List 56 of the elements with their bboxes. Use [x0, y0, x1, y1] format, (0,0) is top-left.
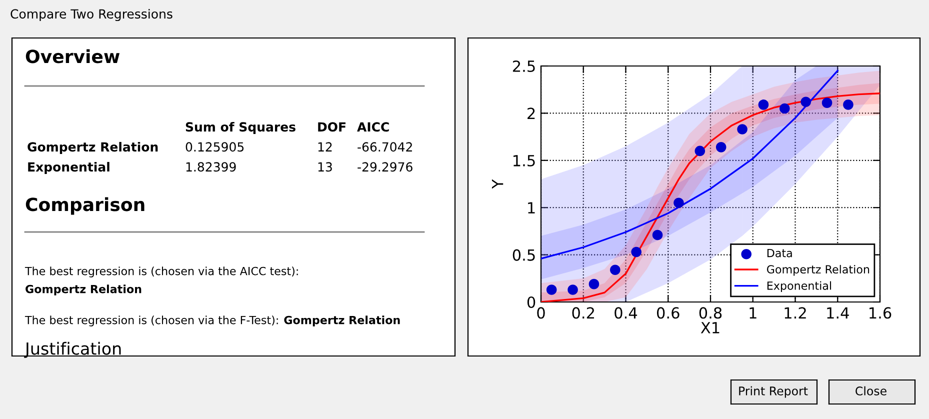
point	[758, 100, 769, 110]
text: Gompertz Relation	[26, 284, 142, 296]
x-tick-label: 1.4	[827, 307, 849, 318]
point	[800, 96, 811, 108]
point	[652, 230, 663, 240]
legend-label: Gompertz Relation	[766, 264, 870, 276]
point	[716, 142, 726, 152]
y-tick-label: 0.5	[512, 249, 535, 261]
point	[780, 103, 790, 114]
x-tick-label: 0.2	[572, 307, 594, 319]
text: The best regression is (chosen via the F-Test):	[24, 316, 278, 326]
point	[631, 246, 642, 258]
point	[610, 264, 620, 276]
text: -29.2976	[358, 162, 412, 172]
text: Gompertz Relation	[28, 142, 158, 154]
text: Print Report	[739, 386, 808, 398]
text: Overview	[26, 49, 120, 64]
text: 0.125905	[186, 142, 244, 152]
text: Compare Two Regressions	[10, 8, 172, 22]
legend-label: Exponential	[767, 281, 832, 292]
point	[843, 100, 854, 110]
x-tick-label: 1	[750, 307, 756, 318]
legend-label: Data	[767, 248, 792, 258]
text: 12	[318, 142, 332, 152]
x-tick-label: 0.8	[699, 307, 722, 319]
x-tick-label: 0.4	[614, 307, 638, 319]
x-tick-label: 0	[537, 307, 545, 319]
text: Gompertz Relation	[284, 316, 400, 326]
y-tick-label: 2	[528, 108, 535, 120]
text: -66.7042	[358, 142, 412, 152]
point	[694, 146, 706, 156]
text: AICC	[357, 122, 389, 132]
text: Exponential	[28, 162, 110, 174]
y-tick-label: 0	[527, 296, 536, 308]
point	[737, 124, 748, 134]
x-tick-label: 0.6	[656, 307, 680, 319]
point	[588, 278, 600, 290]
text: Justification	[24, 342, 121, 358]
point	[674, 198, 684, 208]
x-axis-title: X1	[700, 322, 720, 334]
text: DOF	[318, 122, 346, 132]
text: The best regression is (chosen via the AICC test):	[24, 266, 298, 278]
text: Comparison	[26, 197, 144, 215]
text: Sum of Squares	[186, 122, 296, 134]
x-tick-label: 1.2	[784, 307, 806, 318]
point	[546, 284, 557, 295]
point	[822, 98, 832, 108]
text: Close	[856, 386, 886, 396]
text: 13	[318, 162, 332, 172]
y-axis-title: Y	[492, 179, 504, 189]
y-tick-label: 1	[528, 202, 535, 214]
text: 1.82399	[186, 162, 236, 172]
point	[568, 284, 578, 295]
x-tick-label: 1.6	[870, 307, 892, 319]
y-tick-label: 2.5	[512, 60, 535, 72]
y-tick-label: 1.5	[514, 155, 535, 166]
